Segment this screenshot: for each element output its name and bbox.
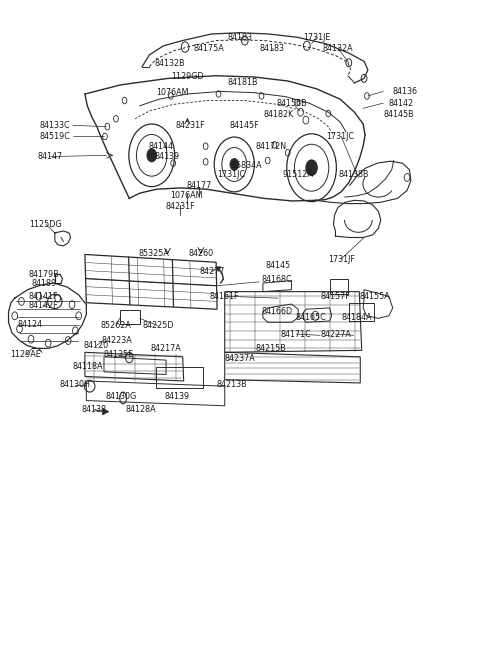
Text: 84141F: 84141F <box>28 291 58 301</box>
Text: 84118A: 84118A <box>73 362 104 371</box>
Text: 84223A: 84223A <box>101 336 132 345</box>
Text: 84231F: 84231F <box>166 202 195 211</box>
Text: 84215B: 84215B <box>256 344 287 353</box>
Text: 84142: 84142 <box>389 99 414 107</box>
Text: 84179B: 84179B <box>29 269 60 278</box>
Text: 84172N: 84172N <box>255 141 287 151</box>
Text: 84189: 84189 <box>32 279 57 288</box>
Text: 84225D: 84225D <box>142 321 174 330</box>
Text: 84155A: 84155A <box>359 291 390 301</box>
Text: 84138B: 84138B <box>338 170 369 179</box>
Text: 84183: 84183 <box>260 44 285 53</box>
Text: 84184A: 84184A <box>342 313 372 322</box>
Text: 84161F: 84161F <box>210 291 240 301</box>
Text: 84133C: 84133C <box>39 121 70 130</box>
Text: 1129AE: 1129AE <box>10 350 41 360</box>
Text: 84277: 84277 <box>200 267 225 276</box>
Text: 84136: 84136 <box>392 87 417 96</box>
Text: 1731JE: 1731JE <box>303 33 330 42</box>
Text: 84231F: 84231F <box>175 121 204 130</box>
Text: 84171C: 84171C <box>281 329 312 339</box>
Text: 84145: 84145 <box>265 261 291 270</box>
Text: 84213B: 84213B <box>216 381 247 389</box>
Text: 84165C: 84165C <box>295 313 326 322</box>
Text: 84142F: 84142F <box>28 301 58 310</box>
Text: 84147: 84147 <box>38 152 63 161</box>
Text: 1731JC: 1731JC <box>326 132 354 141</box>
Text: 84183: 84183 <box>228 33 252 42</box>
Bar <box>120 310 140 324</box>
Text: 84144: 84144 <box>149 141 174 151</box>
Text: 84156B: 84156B <box>276 99 307 107</box>
Text: 91512A: 91512A <box>283 170 313 179</box>
Text: 84138: 84138 <box>82 405 107 414</box>
Text: 84128A: 84128A <box>125 405 156 414</box>
Text: 84135E: 84135E <box>103 350 133 360</box>
Text: 84132B: 84132B <box>154 59 185 68</box>
Text: 84519C: 84519C <box>39 132 70 141</box>
Text: 84260: 84260 <box>188 249 214 257</box>
Circle shape <box>306 160 317 176</box>
Text: 84217A: 84217A <box>151 344 181 353</box>
Circle shape <box>230 159 239 170</box>
Text: 1129GD: 1129GD <box>171 72 204 81</box>
Text: 84145F: 84145F <box>230 121 260 130</box>
Text: 1731JF: 1731JF <box>328 255 355 263</box>
Text: 84175A: 84175A <box>193 44 224 53</box>
Text: 84130G: 84130G <box>105 392 136 401</box>
Polygon shape <box>103 408 109 415</box>
Text: 84139: 84139 <box>165 392 190 401</box>
Bar <box>156 367 203 388</box>
Text: 84139: 84139 <box>155 152 180 161</box>
Text: 85325A: 85325A <box>139 249 169 257</box>
Text: 1731JC: 1731JC <box>217 170 245 179</box>
Text: 84124: 84124 <box>17 320 43 329</box>
Text: 84168C: 84168C <box>262 275 292 284</box>
Text: 84120: 84120 <box>84 341 108 350</box>
Text: 84132A: 84132A <box>323 44 353 53</box>
Bar <box>349 303 373 321</box>
Text: 84177: 84177 <box>187 181 212 190</box>
Text: 84145B: 84145B <box>383 111 414 119</box>
Text: 84227A: 84227A <box>320 329 351 339</box>
Text: 1125DG: 1125DG <box>29 220 62 229</box>
Text: 85262A: 85262A <box>100 321 132 330</box>
Polygon shape <box>216 267 221 271</box>
Text: 84166D: 84166D <box>262 307 293 316</box>
Text: 1076AM: 1076AM <box>170 191 203 200</box>
Text: 84237A: 84237A <box>225 354 255 364</box>
Text: 1076AM: 1076AM <box>156 88 189 97</box>
Text: 84130H: 84130H <box>60 381 91 389</box>
Text: 84182K: 84182K <box>263 111 293 119</box>
Text: 85834A: 85834A <box>232 161 263 170</box>
Circle shape <box>147 149 156 162</box>
Text: 84157F: 84157F <box>321 291 350 301</box>
Text: 84181B: 84181B <box>227 78 258 86</box>
Bar <box>330 279 348 293</box>
